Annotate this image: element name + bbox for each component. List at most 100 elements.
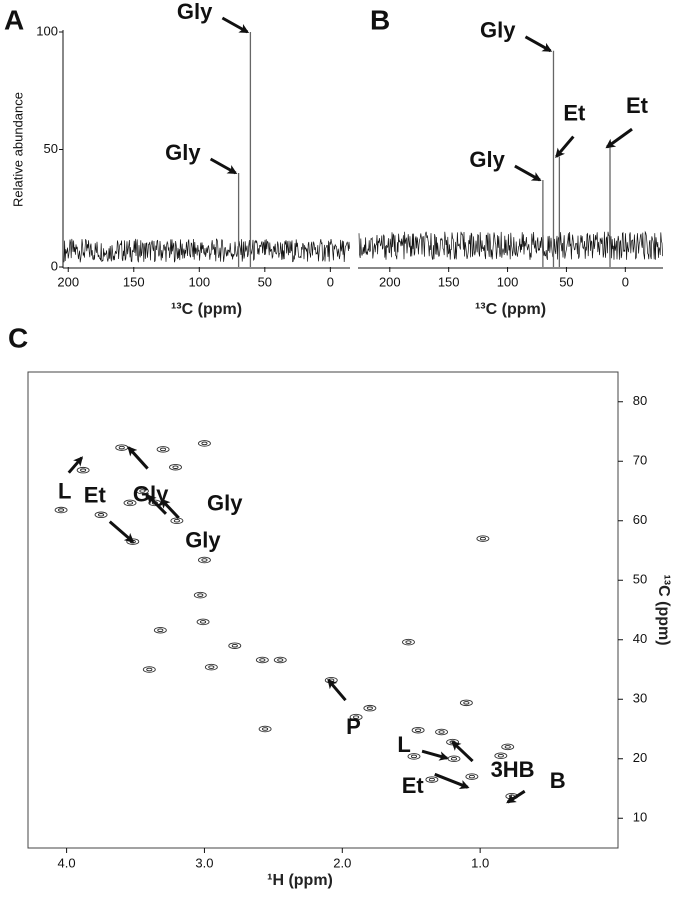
arrow [327, 678, 347, 702]
cross-peak-core [118, 445, 125, 450]
peak-label: Gly [165, 140, 201, 165]
cross-peak [494, 752, 508, 760]
cross-peak-core [259, 658, 266, 662]
cross-peak-core [58, 508, 65, 512]
cross-peak-core [450, 757, 458, 761]
cross-peak [169, 463, 182, 471]
cross-peak [435, 728, 449, 736]
cross-peak [156, 446, 170, 453]
annotation: Et [402, 773, 425, 798]
y-tick-label: 30 [633, 691, 647, 706]
cross-peak [153, 626, 167, 634]
x-tick-label: 0 [622, 274, 629, 289]
peak-label: Et [563, 100, 586, 125]
panel-letter: B [370, 4, 390, 35]
x-tick-label: 200 [379, 274, 401, 289]
x-axis-title: ¹H (ppm) [267, 872, 333, 889]
annotation: Gly [133, 481, 169, 506]
cross-peak [135, 487, 149, 495]
cross-peak [94, 511, 108, 519]
cross-peak-core [201, 441, 208, 446]
cross-peak [76, 466, 90, 474]
arrow [514, 164, 542, 182]
arrow [146, 494, 167, 515]
cross-peak [476, 535, 490, 542]
cross-peak [193, 591, 207, 599]
x-tick-label: 0 [327, 274, 334, 289]
x-tick-label: 50 [559, 274, 573, 289]
cross-peak [170, 517, 184, 525]
cross-peak-core [201, 558, 208, 562]
cross-peak-core [468, 774, 475, 779]
y-tick-label: 20 [633, 750, 647, 765]
annotation: P [346, 714, 361, 739]
annotation: L [58, 478, 71, 503]
cross-peak-core [262, 727, 269, 731]
cross-peak [459, 699, 473, 707]
cross-peak-core [438, 730, 445, 734]
cross-peak [197, 440, 211, 447]
cross-peak-core [172, 465, 179, 469]
y-axis-title: ¹³C (ppm) [655, 574, 672, 645]
baseline-noise [358, 230, 663, 260]
arrow [555, 135, 575, 159]
x-tick-label: 100 [497, 274, 519, 289]
x-tick-label: 2.0 [333, 855, 351, 870]
x-tick-label: 3.0 [195, 855, 213, 870]
baseline-noise [63, 238, 350, 263]
arrow [605, 127, 633, 149]
y-tick-label: 10 [633, 810, 647, 825]
cross-peak [425, 776, 439, 783]
annotation: Et [84, 482, 107, 507]
cross-peak-core [277, 658, 284, 662]
cross-peak-core [139, 489, 146, 493]
cross-peak [197, 556, 211, 564]
cross-peak [196, 618, 210, 626]
arrow [221, 16, 250, 34]
y-tick-label: 50 [44, 141, 58, 156]
cross-peak-core [146, 667, 153, 672]
cross-peak-core [157, 628, 164, 632]
cross-peak [228, 642, 242, 649]
panel-letter: C [8, 322, 28, 353]
arrow [524, 35, 553, 53]
cross-peak-core [80, 468, 87, 472]
cross-peak-core [173, 519, 180, 523]
arrow [209, 157, 238, 175]
peak-label: Gly [469, 147, 505, 172]
cross-peak [273, 656, 287, 664]
cross-peak [255, 656, 269, 664]
cross-peak-core [98, 513, 105, 517]
y-tick-label: 70 [633, 453, 647, 468]
y-tick-label: 60 [633, 512, 647, 527]
cross-peak [447, 755, 461, 763]
cross-peak [258, 725, 272, 733]
cross-peak-core [160, 447, 167, 452]
y-tick-label: 100 [36, 23, 58, 38]
cross-peak-core [353, 715, 360, 719]
cross-peak-core [126, 501, 134, 505]
cross-peak-core [208, 665, 215, 669]
cross-peak-core [231, 643, 238, 648]
x-tick-label: 4.0 [58, 855, 76, 870]
arrow [108, 520, 135, 543]
annotation: B [550, 768, 566, 793]
x-axis-title: ¹³C (ppm) [475, 301, 546, 318]
cross-peak-core [428, 777, 435, 782]
cross-peak [465, 773, 479, 780]
cross-peak [142, 666, 156, 673]
peak-label: Gly [177, 0, 213, 24]
cross-peak [363, 704, 377, 712]
cross-peak-core [197, 593, 204, 597]
cross-peak-core [479, 536, 486, 541]
arrow [451, 740, 474, 763]
y-tick-label: 40 [633, 631, 647, 646]
x-tick-label: 50 [258, 274, 272, 289]
y-tick-label: 50 [633, 572, 647, 587]
peak-label: Gly [480, 18, 516, 43]
y-axis-title: Relative abundance [10, 92, 25, 207]
arrow [506, 789, 526, 804]
arrow [160, 498, 180, 519]
cross-peak [204, 663, 218, 671]
